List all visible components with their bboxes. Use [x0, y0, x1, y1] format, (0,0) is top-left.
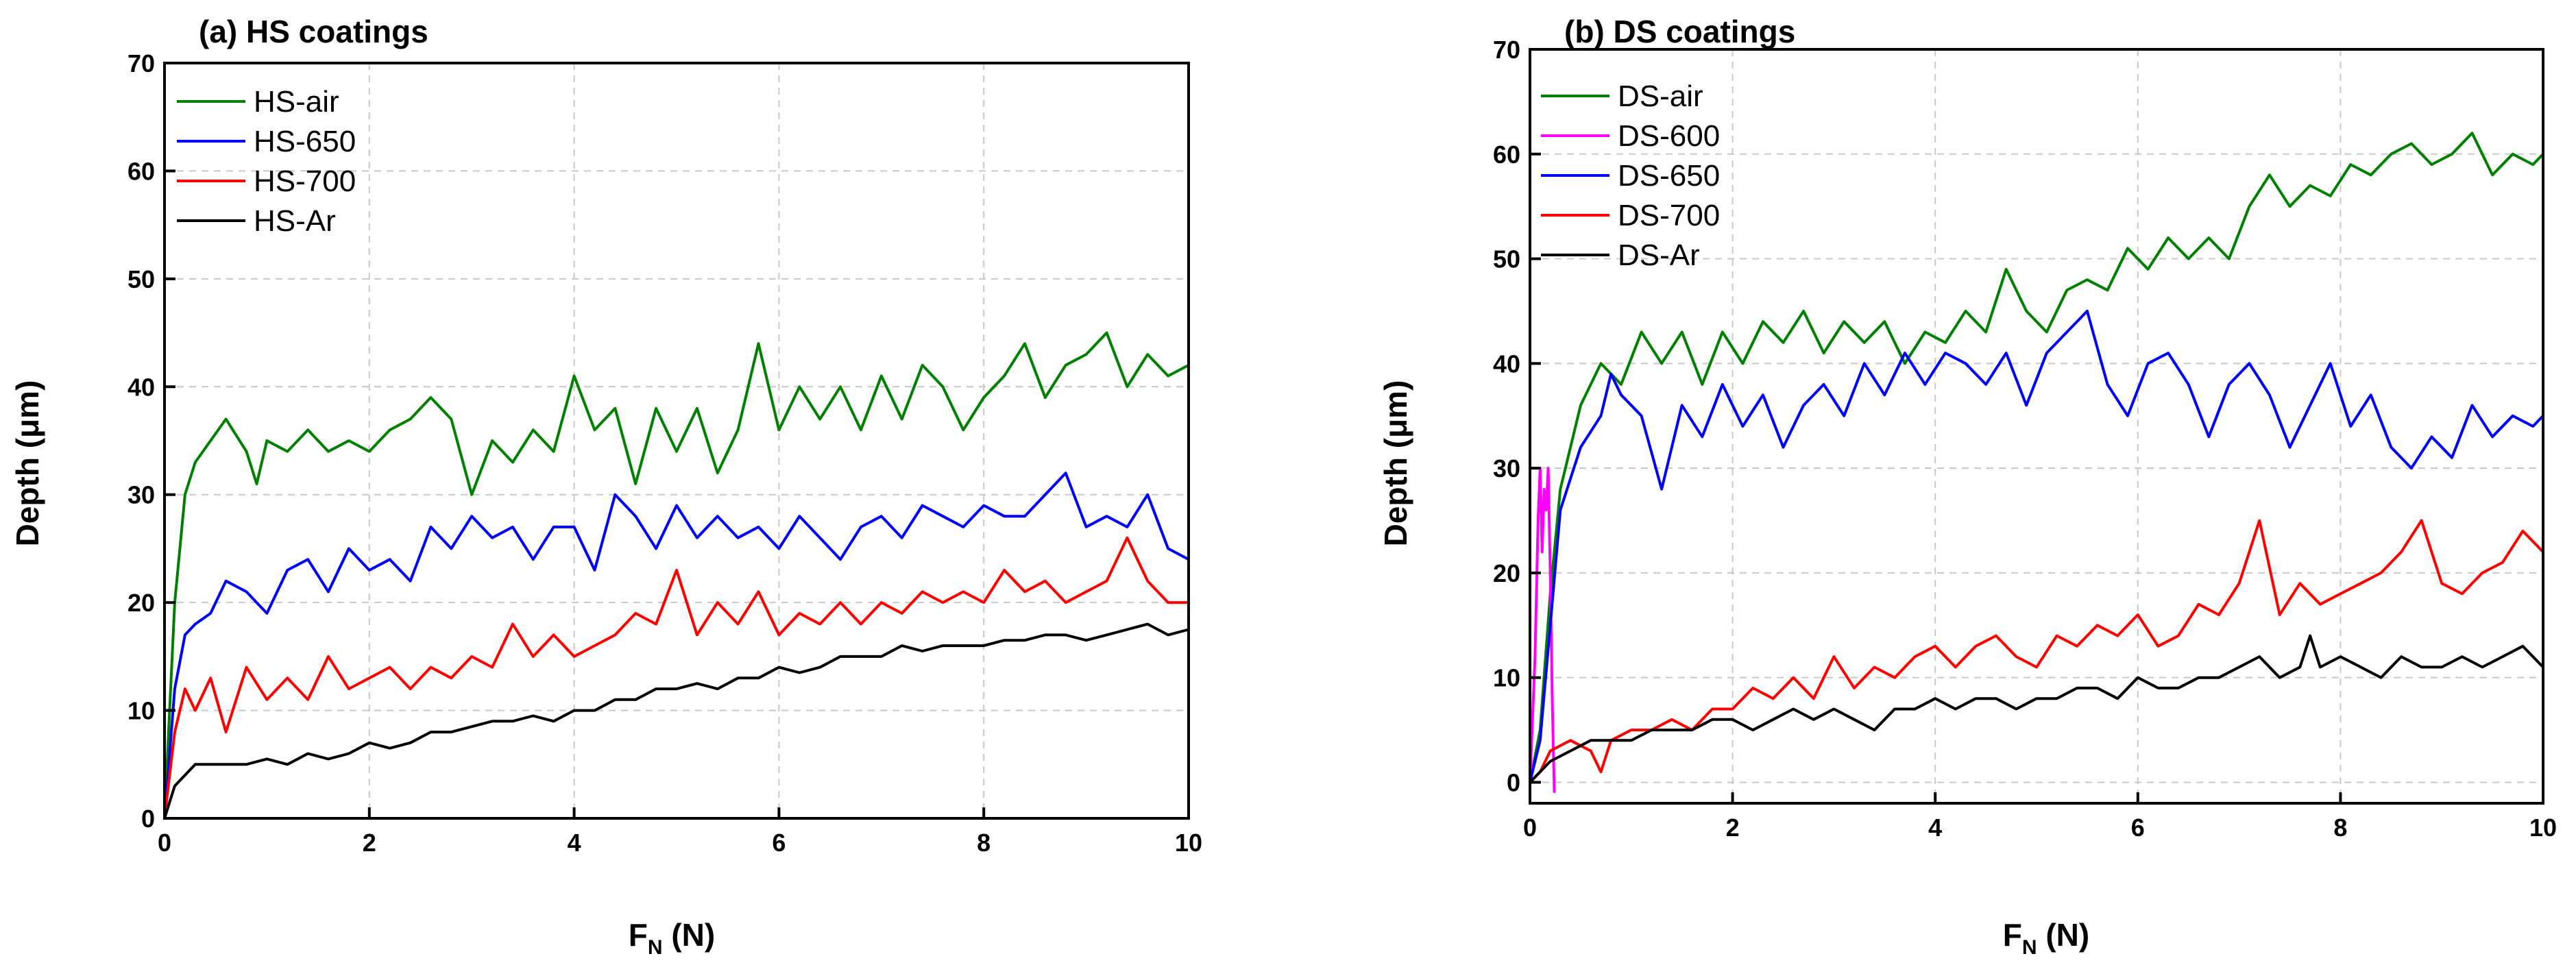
legend-label: HS-650	[254, 125, 356, 158]
y-tick-label: 20	[127, 589, 155, 617]
x-tick-label: 2	[1726, 814, 1740, 842]
x-axis-label-unit: (N)	[663, 917, 716, 953]
chart-title: (a) HS coatings	[199, 14, 428, 49]
legend-label: DS-600	[1618, 119, 1720, 153]
x-axis-label-sub: N	[2022, 936, 2037, 959]
x-tick-label: 6	[772, 829, 786, 857]
x-tick-label: 0	[1523, 814, 1537, 842]
x-tick-label: 0	[158, 829, 171, 857]
x-axis-label-unit: (N)	[2037, 917, 2090, 953]
y-tick-label: 10	[127, 697, 155, 725]
panel-ds-coatings: (b) DS coatings 0 2 4 6 8 10 0 10 20 30 40 50 60 70 D…	[1378, 14, 2557, 959]
series-line-ds-650	[1529, 309, 2544, 783]
series-line-hs-700	[163, 536, 1189, 819]
series-line-ds-700	[1529, 519, 2544, 783]
y-axis-label: Depth (μm)	[10, 380, 45, 547]
series-line-ds-air	[1529, 132, 2544, 783]
plot-frame	[1529, 48, 2544, 805]
legend-label: DS-650	[1618, 159, 1720, 193]
y-axis-label: Depth (μm)	[1378, 380, 1413, 547]
x-axis-label: FN (N)	[2003, 917, 2089, 959]
y-tick-label: 0	[1507, 768, 1520, 796]
legend-label: HS-air	[254, 85, 339, 119]
y-tick-label: 0	[141, 805, 155, 833]
y-tick-label: 10	[1493, 664, 1520, 692]
series-line-ds-ar	[1529, 634, 2544, 783]
panel-hs-coatings: (a) HS coatings 0 2 4 6 8 10 0 10 20 30 40 50 60 70 D…	[10, 14, 1202, 959]
legend-label: DS-air	[1618, 80, 1703, 113]
series-line-hs-650	[163, 472, 1189, 819]
y-tick-label: 50	[127, 265, 155, 293]
x-tick-label: 10	[1175, 829, 1202, 857]
y-tick-label: 60	[1493, 141, 1520, 169]
x-tick-label: 2	[363, 829, 376, 857]
series-line-hs-ar	[163, 622, 1189, 819]
y-tick-label: 40	[127, 373, 155, 401]
legend-label: DS-700	[1618, 199, 1720, 232]
x-tick-label: 4	[568, 829, 581, 857]
legend-label: DS-Ar	[1618, 239, 1700, 272]
legend-label: HS-700	[254, 164, 356, 198]
legend: HS-air HS-650 HS-700 HS-Ar	[177, 85, 356, 238]
chart-title: (b) DS coatings	[1564, 14, 1795, 49]
y-tick-label: 60	[127, 157, 155, 185]
y-tick-label: 30	[127, 481, 155, 509]
x-axis-label: FN (N)	[629, 917, 715, 959]
y-tick-label: 50	[1493, 245, 1520, 273]
y-tick-label: 70	[1493, 36, 1520, 64]
y-tick-label: 30	[1493, 454, 1520, 483]
y-tick-label: 40	[1493, 350, 1520, 378]
x-tick-label: 8	[2333, 814, 2347, 842]
series-line-hs-air	[163, 331, 1189, 819]
x-axis-label-main: F	[2003, 917, 2022, 953]
legend: DS-air DS-600 DS-650 DS-700 DS-Ar	[1541, 80, 1720, 272]
x-axis-label-main: F	[629, 917, 648, 953]
y-tick-label: 70	[127, 49, 155, 77]
x-tick-label: 4	[1928, 814, 1942, 842]
x-axis-label-sub: N	[648, 936, 663, 959]
x-tick-label: 6	[2131, 814, 2145, 842]
plot-frame	[163, 62, 1190, 820]
legend-label: HS-Ar	[254, 204, 336, 238]
x-tick-label: 8	[977, 829, 991, 857]
y-tick-label: 20	[1493, 559, 1520, 587]
x-tick-label: 10	[2529, 814, 2557, 842]
